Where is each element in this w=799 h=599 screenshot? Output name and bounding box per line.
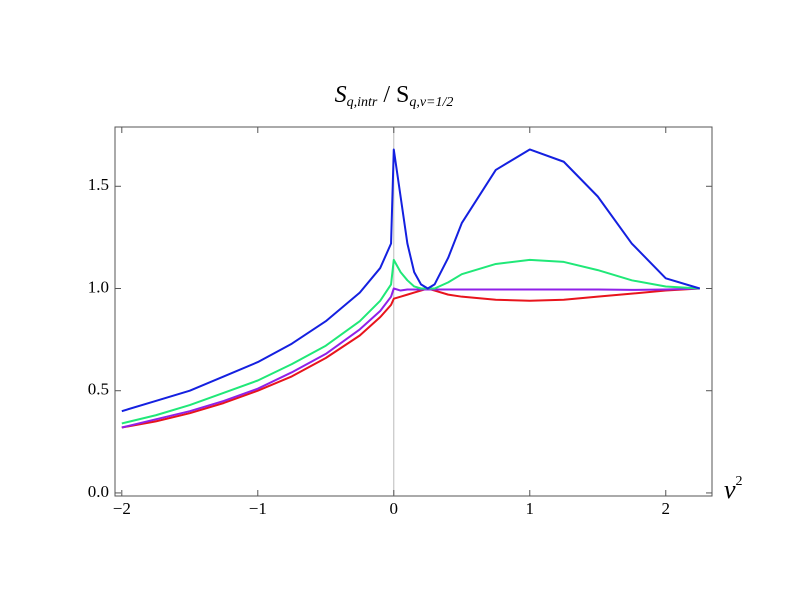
x-axis-label: ν2 xyxy=(724,474,743,504)
y-tick-label: 0.5 xyxy=(88,380,109,399)
series-line xyxy=(121,148,701,413)
x-tick-label: −2 xyxy=(113,499,131,518)
y-tick-label: 1.5 xyxy=(88,175,109,194)
y-tick-label: 0.0 xyxy=(88,482,109,501)
title-part: / S xyxy=(377,82,409,108)
y-tick-label: 1.0 xyxy=(88,277,109,296)
series-line xyxy=(121,287,700,429)
x-tick-label: 0 xyxy=(390,499,399,518)
x-tick-label: 1 xyxy=(526,499,535,518)
series-line xyxy=(121,287,700,429)
series-line xyxy=(121,258,700,425)
x-label-part: 2 xyxy=(736,474,743,489)
title-part: q,ν=1/2 xyxy=(409,95,453,110)
title-part: S xyxy=(335,82,347,108)
chart-title: Sq,intr / Sq,ν=1/2 xyxy=(335,82,454,111)
x-tick-label: −1 xyxy=(249,499,267,518)
x-tick-label: 2 xyxy=(662,499,671,518)
x-label-part: ν xyxy=(724,475,736,504)
plot-frame xyxy=(114,126,713,497)
title-part: q,intr xyxy=(347,95,378,110)
